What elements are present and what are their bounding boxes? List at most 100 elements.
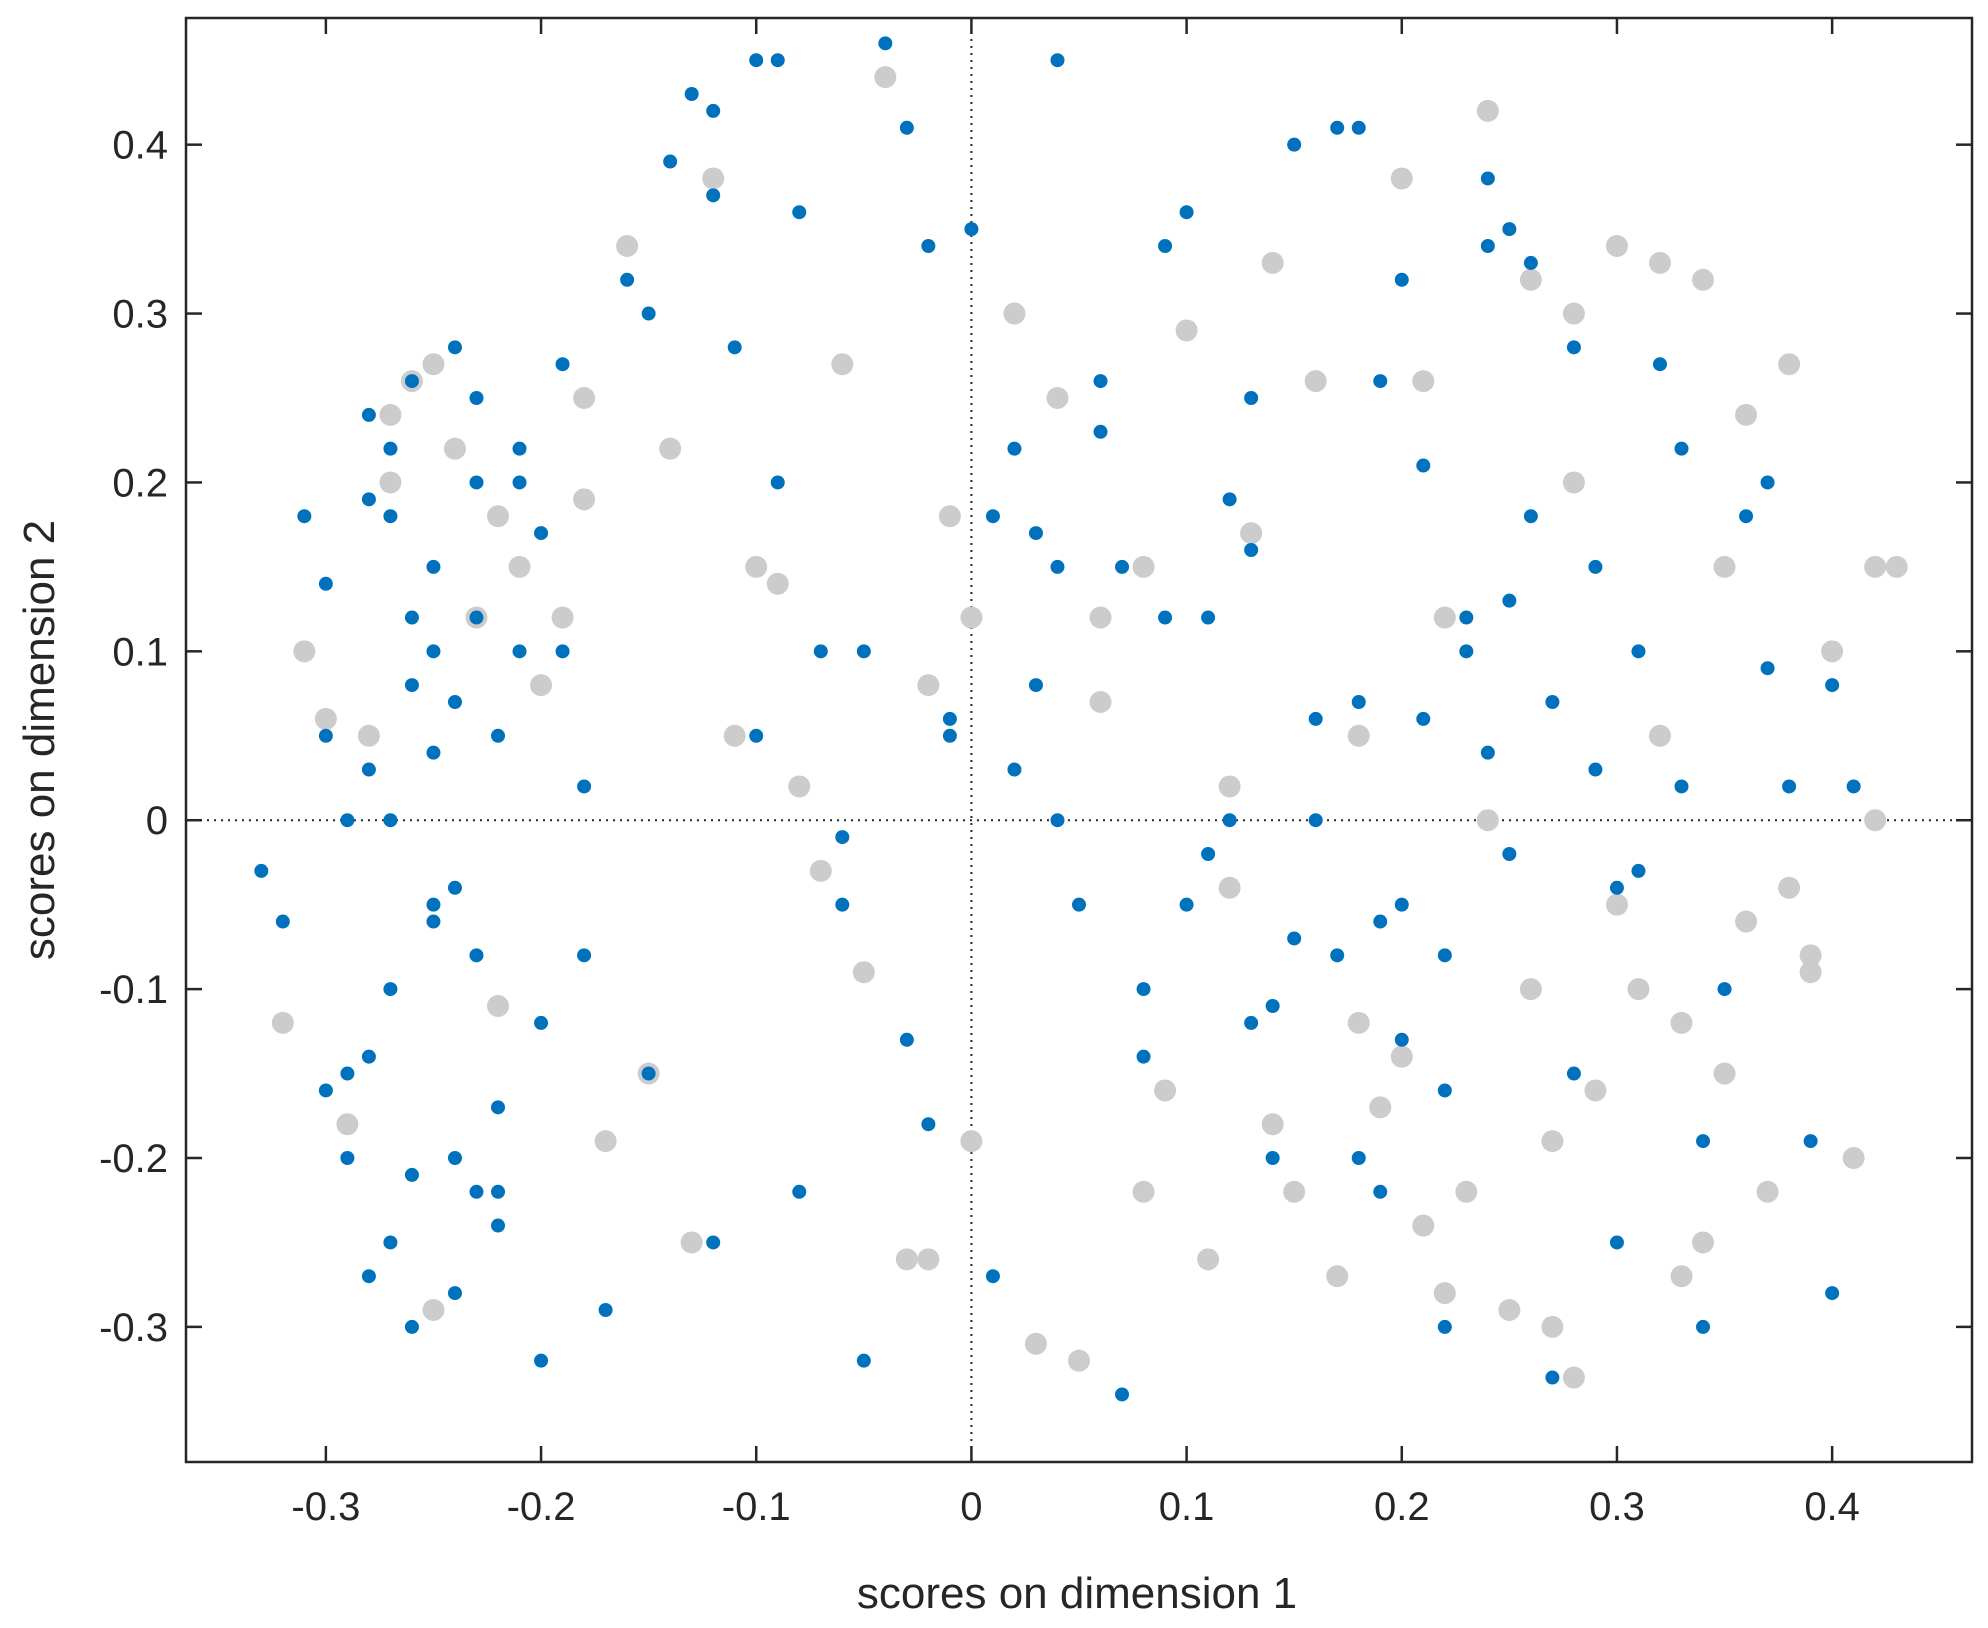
data-point — [318, 1083, 333, 1098]
data-point — [1735, 403, 1758, 426]
data-point — [1390, 1045, 1413, 1068]
data-point — [340, 1066, 355, 1081]
data-point — [917, 1248, 940, 1271]
data-point — [1760, 475, 1775, 490]
data-point — [383, 441, 398, 456]
data-point — [942, 728, 957, 743]
data-point — [1326, 1265, 1349, 1288]
data-point — [1670, 1011, 1693, 1034]
data-point — [1562, 471, 1585, 494]
data-point — [1605, 893, 1628, 916]
y-tick-label: -0.3 — [99, 1306, 168, 1350]
data-point — [1390, 167, 1413, 190]
data-point — [745, 555, 768, 578]
data-point — [1351, 1151, 1366, 1165]
data-point — [706, 1235, 721, 1250]
y-tick-label: -0.2 — [99, 1137, 168, 1181]
data-point — [577, 948, 592, 963]
data-point — [706, 188, 721, 203]
data-point — [1050, 53, 1065, 68]
data-point — [1609, 1235, 1624, 1250]
data-point — [487, 505, 510, 528]
data-point — [361, 1269, 376, 1284]
data-point — [1308, 711, 1323, 726]
data-point — [336, 1113, 359, 1136]
data-point — [426, 644, 441, 659]
data-point — [1330, 120, 1345, 135]
y-tick-label: 0.4 — [112, 124, 168, 168]
data-point — [1778, 876, 1801, 899]
data-point — [1459, 644, 1474, 659]
data-point — [1136, 982, 1151, 997]
data-point — [297, 509, 312, 524]
data-point — [1197, 1248, 1220, 1271]
data-point — [1713, 555, 1736, 578]
data-point — [1093, 374, 1108, 389]
data-point — [1373, 1184, 1388, 1199]
data-point — [1588, 762, 1603, 777]
data-point — [1846, 779, 1861, 794]
data-point — [318, 728, 333, 743]
data-point — [1265, 999, 1280, 1013]
data-point — [1007, 762, 1022, 777]
data-point — [960, 1130, 983, 1153]
data-point — [443, 437, 466, 460]
data-point — [383, 813, 398, 828]
data-point — [512, 475, 527, 490]
data-point — [1089, 606, 1112, 629]
data-point — [1347, 724, 1370, 747]
data-point — [1696, 1319, 1711, 1334]
data-point — [426, 897, 441, 912]
axes-frame — [184, 16, 1974, 1464]
data-point — [1068, 1349, 1090, 1372]
reference-lines — [186, 18, 1972, 1462]
data-point — [1692, 268, 1715, 291]
data-point — [1158, 610, 1173, 625]
data-point — [1003, 302, 1026, 325]
data-point — [512, 644, 527, 659]
data-point — [426, 914, 441, 929]
data-point — [895, 1248, 918, 1271]
data-point — [534, 1353, 549, 1368]
data-point — [1498, 1299, 1521, 1321]
data-point — [1050, 813, 1065, 828]
data-point — [1072, 897, 1086, 912]
data-point — [788, 775, 811, 798]
data-point — [383, 982, 398, 997]
x-tick-label: -0.1 — [722, 1485, 791, 1529]
data-point — [1437, 948, 1452, 963]
data-point — [1735, 910, 1758, 933]
data-point — [1394, 897, 1409, 912]
y-tick-label: 0.3 — [112, 293, 168, 337]
data-points — [254, 36, 1908, 1402]
data-point — [447, 340, 462, 355]
data-point — [271, 1011, 294, 1034]
data-point — [1799, 944, 1822, 967]
data-point — [813, 644, 828, 659]
data-point — [1244, 1015, 1259, 1030]
data-point — [1222, 813, 1237, 828]
data-point — [899, 120, 914, 135]
data-point — [1609, 880, 1624, 895]
data-point — [530, 674, 553, 697]
data-point — [1330, 948, 1345, 963]
data-point — [835, 830, 850, 845]
data-point — [1394, 1032, 1409, 1047]
data-point — [1244, 391, 1259, 405]
data-point — [921, 239, 936, 253]
data-point — [426, 745, 441, 760]
data-point — [616, 235, 639, 257]
y-axis-ticks: -0.3 -0.2 -0.1 0 0.1 0.2 0.3 0.4 — [99, 124, 1972, 1350]
data-point — [1713, 1062, 1736, 1085]
data-point — [469, 1184, 484, 1199]
data-point — [573, 387, 596, 409]
data-point — [878, 36, 893, 51]
data-point — [1566, 1066, 1581, 1081]
data-point — [577, 779, 592, 794]
data-point — [1674, 441, 1689, 456]
data-point — [512, 441, 527, 456]
data-point — [641, 1066, 656, 1081]
data-point — [942, 711, 957, 726]
data-point — [684, 87, 699, 101]
data-point — [1373, 374, 1388, 389]
